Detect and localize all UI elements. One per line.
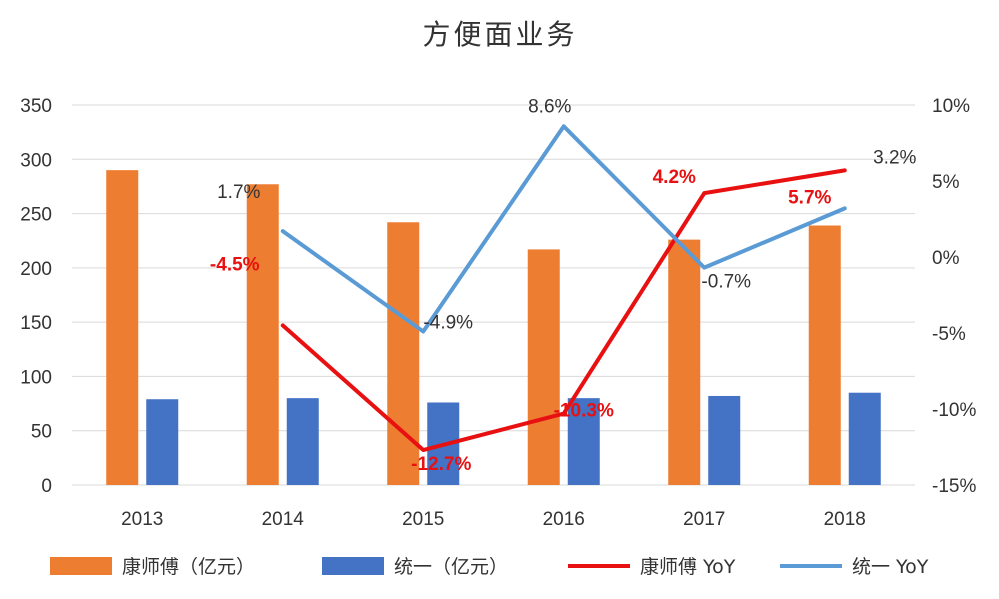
y-axis-left: 0 50 100 150 200 250 300 350 — [20, 96, 52, 497]
bar-master-kong — [106, 170, 139, 485]
y-tick-label: 0 — [41, 476, 52, 497]
data-label: -0.7% — [701, 272, 751, 293]
bar-master-kong — [668, 239, 701, 485]
data-label: 5.7% — [788, 187, 831, 208]
y-tick-label: 300 — [20, 150, 52, 171]
x-axis: 2013 2014 2015 2016 2017 2018 — [121, 509, 866, 530]
bar-uni-president — [286, 398, 319, 485]
y-tick-label: 150 — [20, 313, 52, 334]
y-tick-label: 200 — [20, 259, 52, 280]
x-tick-label: 2013 — [121, 509, 163, 530]
legend-swatch — [322, 557, 384, 575]
y-tick-label: 50 — [31, 422, 52, 443]
y2-tick-label: 10% — [932, 96, 970, 117]
y-tick-label: 250 — [20, 205, 52, 226]
data-label: 1.7% — [217, 182, 260, 203]
y2-tick-label: -15% — [932, 476, 976, 497]
y2-tick-label: -10% — [932, 400, 976, 421]
data-label: -12.7% — [411, 454, 471, 475]
y-tick-label: 100 — [20, 367, 52, 388]
bar-master-kong — [527, 249, 560, 485]
bar-master-kong — [387, 222, 420, 485]
bar-uni-president — [146, 399, 179, 485]
bar-master-kong — [246, 184, 279, 485]
data-label: -10.3% — [554, 401, 614, 422]
data-label: 8.6% — [528, 96, 571, 117]
legend-label: 统一 YoY — [852, 556, 929, 578]
bar-uni-president — [567, 398, 600, 485]
y2-tick-label: -5% — [932, 324, 966, 345]
legend: 康师傅（亿元） 统一（亿元） 康师傅 YoY 统一 YoY — [50, 556, 929, 578]
y-axis-right: -15% -10% -5% 0% 5% 10% — [932, 96, 976, 497]
legend-label: 康师傅（亿元） — [122, 556, 255, 578]
data-label: 4.2% — [653, 167, 696, 188]
x-tick-label: 2018 — [824, 509, 866, 530]
x-tick-label: 2014 — [262, 509, 305, 530]
bar-master-kong — [808, 225, 841, 485]
line-master-kong-yoy — [280, 168, 847, 453]
chart-title: 方便面业务 — [422, 18, 577, 51]
bars — [106, 170, 881, 485]
data-label: 3.2% — [873, 147, 916, 168]
bar-uni-president — [708, 395, 741, 485]
data-labels: -4.5% -12.7% -10.3% 4.2% 5.7% 1.7% -4.9% 8.6% -0… — [210, 96, 917, 475]
bar-uni-president — [848, 392, 881, 485]
x-tick-label: 2017 — [683, 509, 725, 530]
x-tick-label: 2016 — [543, 509, 585, 530]
y-tick-label: 350 — [20, 96, 52, 117]
legend-label: 康师傅 YoY — [640, 556, 736, 578]
y2-tick-label: 0% — [932, 248, 960, 269]
lines — [280, 124, 847, 453]
gridlines — [72, 104, 915, 486]
legend-swatch — [50, 557, 112, 575]
data-label: -4.5% — [210, 254, 260, 275]
line-uni-president-yoy — [280, 124, 847, 334]
legend-label: 统一（亿元） — [394, 556, 508, 578]
y2-tick-label: 5% — [932, 172, 960, 193]
x-tick-label: 2015 — [402, 509, 444, 530]
data-label: -4.9% — [423, 312, 473, 333]
